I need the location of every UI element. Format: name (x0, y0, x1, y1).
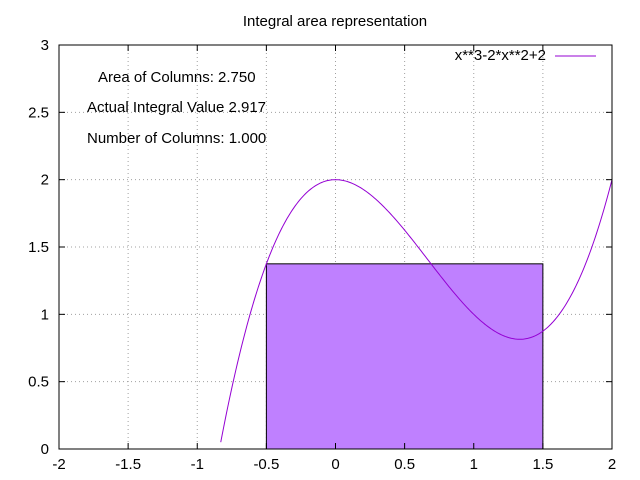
legend: x**3-2*x**2+2 (455, 47, 596, 64)
columns-layer (265, 263, 544, 450)
y-tick-label: 3 (41, 37, 49, 54)
column-bar (265, 263, 544, 450)
x-tick-label: 1 (470, 456, 478, 473)
annotation-columns: Number of Columns: 1.000 (87, 130, 266, 147)
x-tick-label: -1.5 (115, 456, 141, 473)
annotation-integral: Actual Integral Value 2.917 (87, 99, 266, 116)
x-tick-label: -1 (191, 456, 204, 473)
annotation-area: Area of Columns: 2.750 (98, 69, 256, 86)
x-tick-label: 0 (331, 456, 339, 473)
x-tick-label: -2 (52, 456, 65, 473)
curve-layer (220, 179, 613, 443)
x-axis-ticks: -2 -1.5 -1 -0.5 0 0.5 1 1.5 2 (52, 45, 616, 473)
y-tick-label: 0.5 (28, 374, 49, 391)
x-tick-label: 2 (608, 456, 616, 473)
y-tick-label: 2 (41, 172, 49, 189)
y-axis-ticks: 0 0.5 1 1.5 2 2.5 3 (28, 37, 612, 458)
y-tick-label: 0 (41, 441, 49, 458)
y-tick-label: 1.5 (28, 239, 49, 256)
chart-title: Integral area representation (243, 13, 427, 30)
y-tick-label: 2.5 (28, 104, 49, 121)
x-tick-label: 0.5 (394, 456, 415, 473)
function-curve (220, 179, 613, 443)
legend-label: x**3-2*x**2+2 (455, 47, 546, 64)
x-tick-label: -0.5 (253, 456, 279, 473)
y-tick-label: 1 (41, 306, 49, 323)
x-tick-label: 1.5 (532, 456, 553, 473)
